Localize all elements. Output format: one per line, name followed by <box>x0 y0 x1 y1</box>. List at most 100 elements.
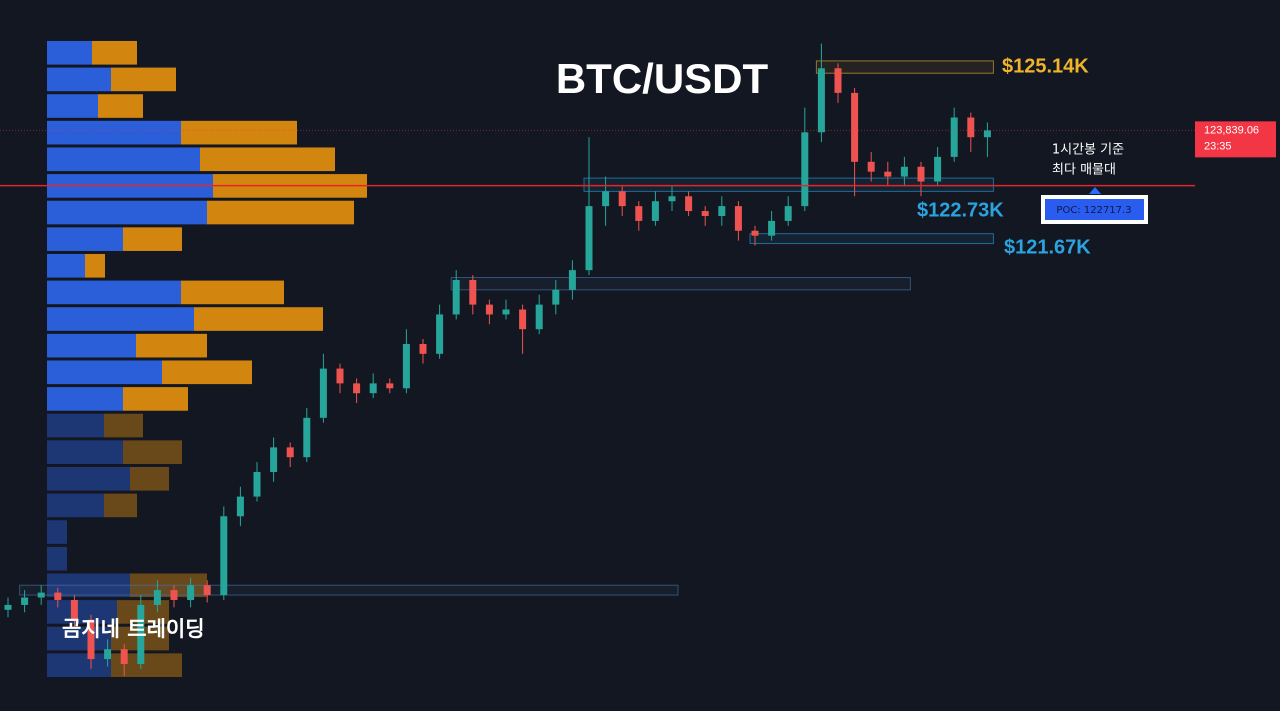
zone <box>583 177 994 192</box>
poc-box-inner <box>1045 199 1144 220</box>
profile-sell <box>98 94 143 118</box>
candle-body <box>983 130 991 138</box>
candle-body <box>369 383 377 394</box>
volume-profile <box>47 40 367 677</box>
candle-body <box>203 585 211 596</box>
overlay: BTC/USDT $125.14K $122.73K $121.67K 1시간봉… <box>0 55 1195 641</box>
candle-body <box>884 171 892 177</box>
profile-sell <box>181 280 284 305</box>
note: 1시간봉 기준 <box>1052 143 1124 158</box>
candle-body <box>568 270 576 290</box>
candle-body <box>353 383 361 394</box>
candle-body <box>834 68 842 93</box>
zones <box>19 60 994 596</box>
y-axis: 123,839.06 23:35 <box>1195 121 1276 158</box>
profile-sell <box>104 413 143 438</box>
zone <box>815 60 994 74</box>
candle-body <box>867 161 875 172</box>
zone <box>19 584 679 596</box>
profile-buy <box>47 413 104 438</box>
profile-buy <box>47 40 92 65</box>
candle-body <box>187 585 195 600</box>
profile-buy <box>47 466 130 491</box>
candle-body <box>734 206 742 231</box>
profile-sell <box>111 67 176 92</box>
candle-body <box>452 279 460 315</box>
candle-body <box>817 68 825 133</box>
candle-body <box>386 383 394 389</box>
candle-body <box>37 592 45 598</box>
profile-sell <box>200 147 335 172</box>
candle-body <box>104 649 112 660</box>
candle-body <box>519 309 527 330</box>
price-axis <box>1195 0 1280 711</box>
profile-sell <box>123 227 182 251</box>
profile-buy <box>47 493 104 518</box>
profile-buy <box>47 253 85 278</box>
candle-body <box>170 590 178 600</box>
profile-buy <box>47 147 200 172</box>
profile-buy <box>47 307 194 331</box>
watermark: 곰지네 트레이딩 <box>62 617 205 641</box>
profile-buy <box>47 280 181 305</box>
chart-title: BTC/USDT <box>556 55 769 102</box>
countdown: 23:35 <box>1204 140 1232 152</box>
candle-body <box>552 289 560 305</box>
candle-body <box>784 206 792 221</box>
zone <box>450 277 911 291</box>
profile-buy <box>47 626 111 651</box>
profile-sell <box>207 200 354 225</box>
profile-sell <box>136 333 207 358</box>
candle-body <box>602 191 610 207</box>
zone-label: $121.67K <box>1004 236 1091 258</box>
profile-buy <box>47 600 117 624</box>
candle-body <box>436 314 444 354</box>
candle-body <box>618 191 626 207</box>
profile-sell <box>162 360 252 385</box>
zone-label: $125.14K <box>1002 55 1089 77</box>
profile-sell <box>111 653 182 677</box>
candle-body <box>585 206 593 271</box>
profile-sell <box>85 253 105 278</box>
profile-buy <box>47 227 123 251</box>
candle-body <box>70 599 78 620</box>
candle-body <box>419 343 427 354</box>
candle-body <box>718 206 726 216</box>
candle-body <box>120 649 128 664</box>
candle-body <box>502 309 510 315</box>
candle-body <box>303 417 311 458</box>
profile-buy <box>47 200 207 225</box>
candle-body <box>286 447 294 458</box>
profile-sell <box>104 493 137 518</box>
profile-sell <box>130 466 169 491</box>
profile-buy <box>47 67 111 92</box>
candle-body <box>220 516 228 596</box>
candle-body <box>402 343 410 389</box>
profile-sell <box>123 440 182 464</box>
profile-sell <box>123 387 188 411</box>
candle-body <box>768 220 776 236</box>
candle-body <box>21 597 29 605</box>
profile-buy <box>47 520 67 544</box>
candle-body <box>651 201 659 221</box>
candle-body <box>668 196 676 202</box>
candle-body <box>751 230 759 236</box>
candle-body <box>137 604 145 664</box>
candle-body <box>701 211 709 216</box>
poc-pointer <box>1089 187 1101 194</box>
candle-body <box>253 471 261 497</box>
profile-sell <box>181 120 297 145</box>
candle-body <box>485 304 493 315</box>
profile-buy <box>47 360 162 385</box>
candle-body <box>54 592 62 600</box>
candle-body <box>336 368 344 384</box>
candles <box>4 43 991 677</box>
candle-body <box>635 206 643 221</box>
candle-body <box>270 447 278 472</box>
candle-body <box>900 166 908 177</box>
profile-buy <box>47 333 136 358</box>
profile-buy <box>47 120 181 145</box>
last-price-tag <box>1195 121 1276 158</box>
